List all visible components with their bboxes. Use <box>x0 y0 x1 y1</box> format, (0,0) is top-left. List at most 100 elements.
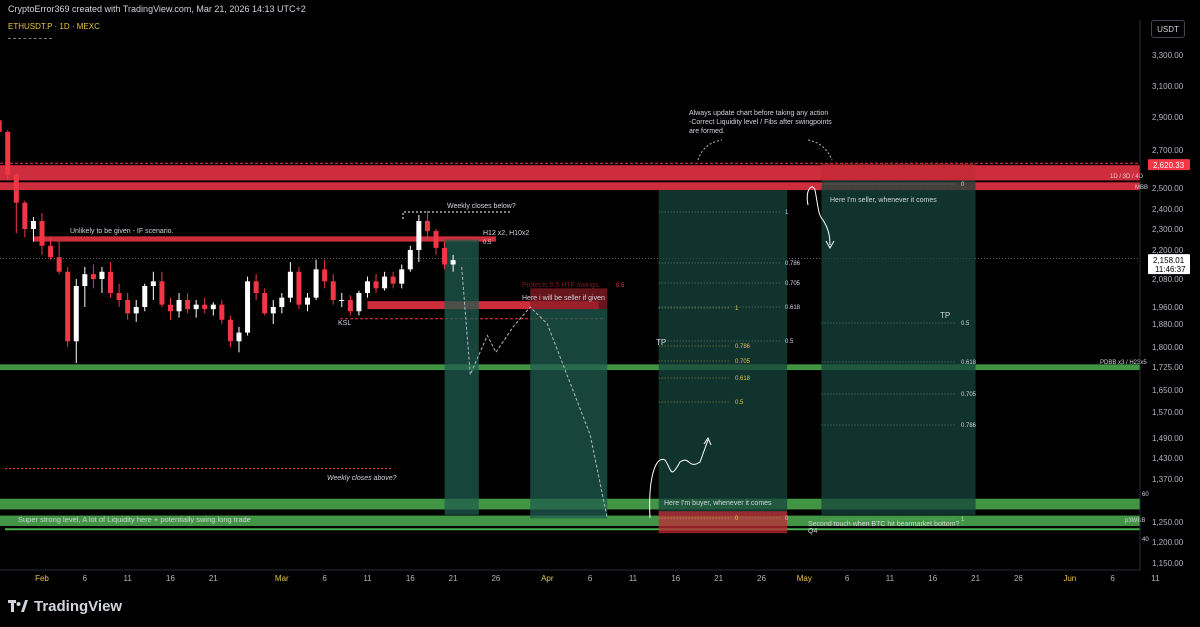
candle-body-25 <box>193 304 199 310</box>
note-arrow-right <box>807 139 833 161</box>
price-tick-17: 1,370.00 <box>1152 475 1184 484</box>
candles-layer <box>0 120 456 363</box>
time-tick-11: Apr <box>541 574 554 583</box>
price-tick-13: 1,650.00 <box>1152 386 1184 395</box>
time-tick-10: 26 <box>491 574 500 583</box>
price-tick-4: 2,500.00 <box>1152 184 1184 193</box>
candle-body-44 <box>356 293 362 312</box>
candle-body-35 <box>279 297 285 307</box>
candle-body-34 <box>270 307 276 314</box>
time-axis[interactable]: Feb 6 11 16 21 Mar 6 11 16 21 26 Apr 6 11 16 21 26 May 6 11… <box>0 569 1160 583</box>
annotations-layer: Always update chart before taking any ac… <box>18 110 1149 543</box>
price-tick-9: 1,960.00 <box>1152 303 1184 312</box>
fib-label-box_d-0: 0 <box>961 182 965 188</box>
annotation-5: Unlikely to be given - IF scenario. <box>70 228 174 235</box>
box-d-red <box>821 164 976 181</box>
candle-body-21 <box>159 281 165 305</box>
trade-boxes-layer <box>444 164 976 534</box>
time-tick-3: 16 <box>166 574 175 583</box>
price-tick-3: 2,700.00 <box>1152 146 1184 155</box>
candle-body-38 <box>305 297 311 305</box>
candle-body-42 <box>339 300 345 301</box>
fib-label-box_c_inner-4: 0.5 <box>735 400 744 406</box>
annotation-12: Second touch when BTC hit bearmarket bot… <box>808 521 959 528</box>
time-tick-25: 11 <box>1151 574 1160 583</box>
fib-label-box_c_inner-2: 0.705 <box>735 359 751 365</box>
price-tick-1: 3,100.00 <box>1152 82 1184 91</box>
annotation-21: 60 <box>1142 492 1149 498</box>
candle-body-33 <box>262 293 268 314</box>
candle-body-54 <box>442 247 448 265</box>
fib-label-box_c_right-4: 0.5 <box>785 339 794 345</box>
time-tick-6: 6 <box>322 574 327 583</box>
box-d-teal <box>821 180 976 515</box>
annotation-11: Here I'm buyer, whenever it comes <box>664 500 772 507</box>
price-tick-19: 1,200.00 <box>1152 538 1184 547</box>
candle-body-2 <box>0 120 2 132</box>
annotation-1: -Correct Liquidity level / Fibs after sw… <box>689 119 832 126</box>
price-tick-7: 2,200.00 <box>1152 246 1184 255</box>
candle-body-55 <box>450 260 456 265</box>
annotation-13: Q4 <box>808 528 817 535</box>
tradingview-logo[interactable]: TradingView <box>8 598 122 615</box>
price-badge-label-1: 2,158.01 <box>1153 256 1185 265</box>
candle-body-41 <box>330 281 336 300</box>
annotation-10: Here I'm seller, whenever it comes <box>830 197 937 204</box>
candle-body-13 <box>90 274 96 279</box>
fib-label-box_a-0: 0.5 <box>483 240 492 246</box>
time-tick-4: 21 <box>209 574 218 583</box>
candle-body-10 <box>65 271 71 342</box>
zone-3 <box>367 301 599 310</box>
candle-body-20 <box>150 281 156 286</box>
fib-label-box_c_right-3: 0.618 <box>785 305 801 311</box>
currency-button[interactable]: USDT <box>1151 20 1185 38</box>
price-tick-10: 1,880.00 <box>1152 320 1184 329</box>
time-tick-7: 11 <box>363 574 372 583</box>
candle-body-49 <box>399 269 405 284</box>
candle-body-12 <box>82 274 88 286</box>
symbol-label[interactable]: ETHUSDT.P · 1D · MEXC <box>8 22 100 31</box>
time-tick-12: 6 <box>588 574 593 583</box>
box-b-teal <box>530 309 608 519</box>
fib-label-box_d-2: 0.618 <box>961 360 977 366</box>
price-tick-2: 2,900.00 <box>1152 113 1184 122</box>
candle-body-30 <box>236 332 242 342</box>
tradingview-logo-icon <box>8 599 28 612</box>
fib-label-box_b-0: 0.5 <box>616 283 625 289</box>
attribution-bar: CryptoError369 created with TradingView.… <box>0 0 1200 20</box>
time-tick-0: Feb <box>35 574 49 583</box>
box-a-teal <box>444 239 479 515</box>
price-badge-0 <box>1148 159 1190 171</box>
price-tick-15: 1,490.00 <box>1152 434 1184 443</box>
candle-body-7 <box>39 221 45 246</box>
candle-body-39 <box>313 269 319 298</box>
time-tick-16: 26 <box>757 574 766 583</box>
annotation-6: Protects 0.5 HTF swings. <box>522 282 600 289</box>
annotation-3: Weekly closes below? <box>447 203 516 210</box>
time-tick-22: 26 <box>1014 574 1023 583</box>
box-b-red <box>530 288 608 310</box>
time-tick-1: 6 <box>83 574 88 583</box>
candle-body-5 <box>22 202 28 229</box>
fib-label-box_c_right-5: 0 <box>785 516 789 522</box>
candle-body-31 <box>245 281 251 333</box>
annotation-2: are formed. <box>689 128 725 135</box>
seller-scenario-path <box>806 186 831 246</box>
candle-body-46 <box>373 281 379 289</box>
projection-path <box>461 266 608 519</box>
candle-body-27 <box>210 304 216 310</box>
candle-body-3 <box>5 131 11 175</box>
box-c-red <box>658 511 788 534</box>
candle-body-47 <box>382 276 388 289</box>
time-tick-19: 11 <box>886 574 895 583</box>
fib-label-box_c_right-0: 1 <box>785 210 789 216</box>
price-axis[interactable]: 3,300.00 3,100.00 2,900.00 2,700.00 2,500.00… <box>1139 20 1190 570</box>
price-tick-18: 1,250.00 <box>1152 518 1184 527</box>
candle-body-32 <box>253 281 259 293</box>
annotation-9: Weekly closes above? <box>327 475 397 482</box>
candle-body-16 <box>116 293 122 300</box>
time-tick-9: 21 <box>449 574 458 583</box>
candle-body-52 <box>424 221 430 232</box>
legend-collapsed-dashes[interactable] <box>8 38 52 39</box>
